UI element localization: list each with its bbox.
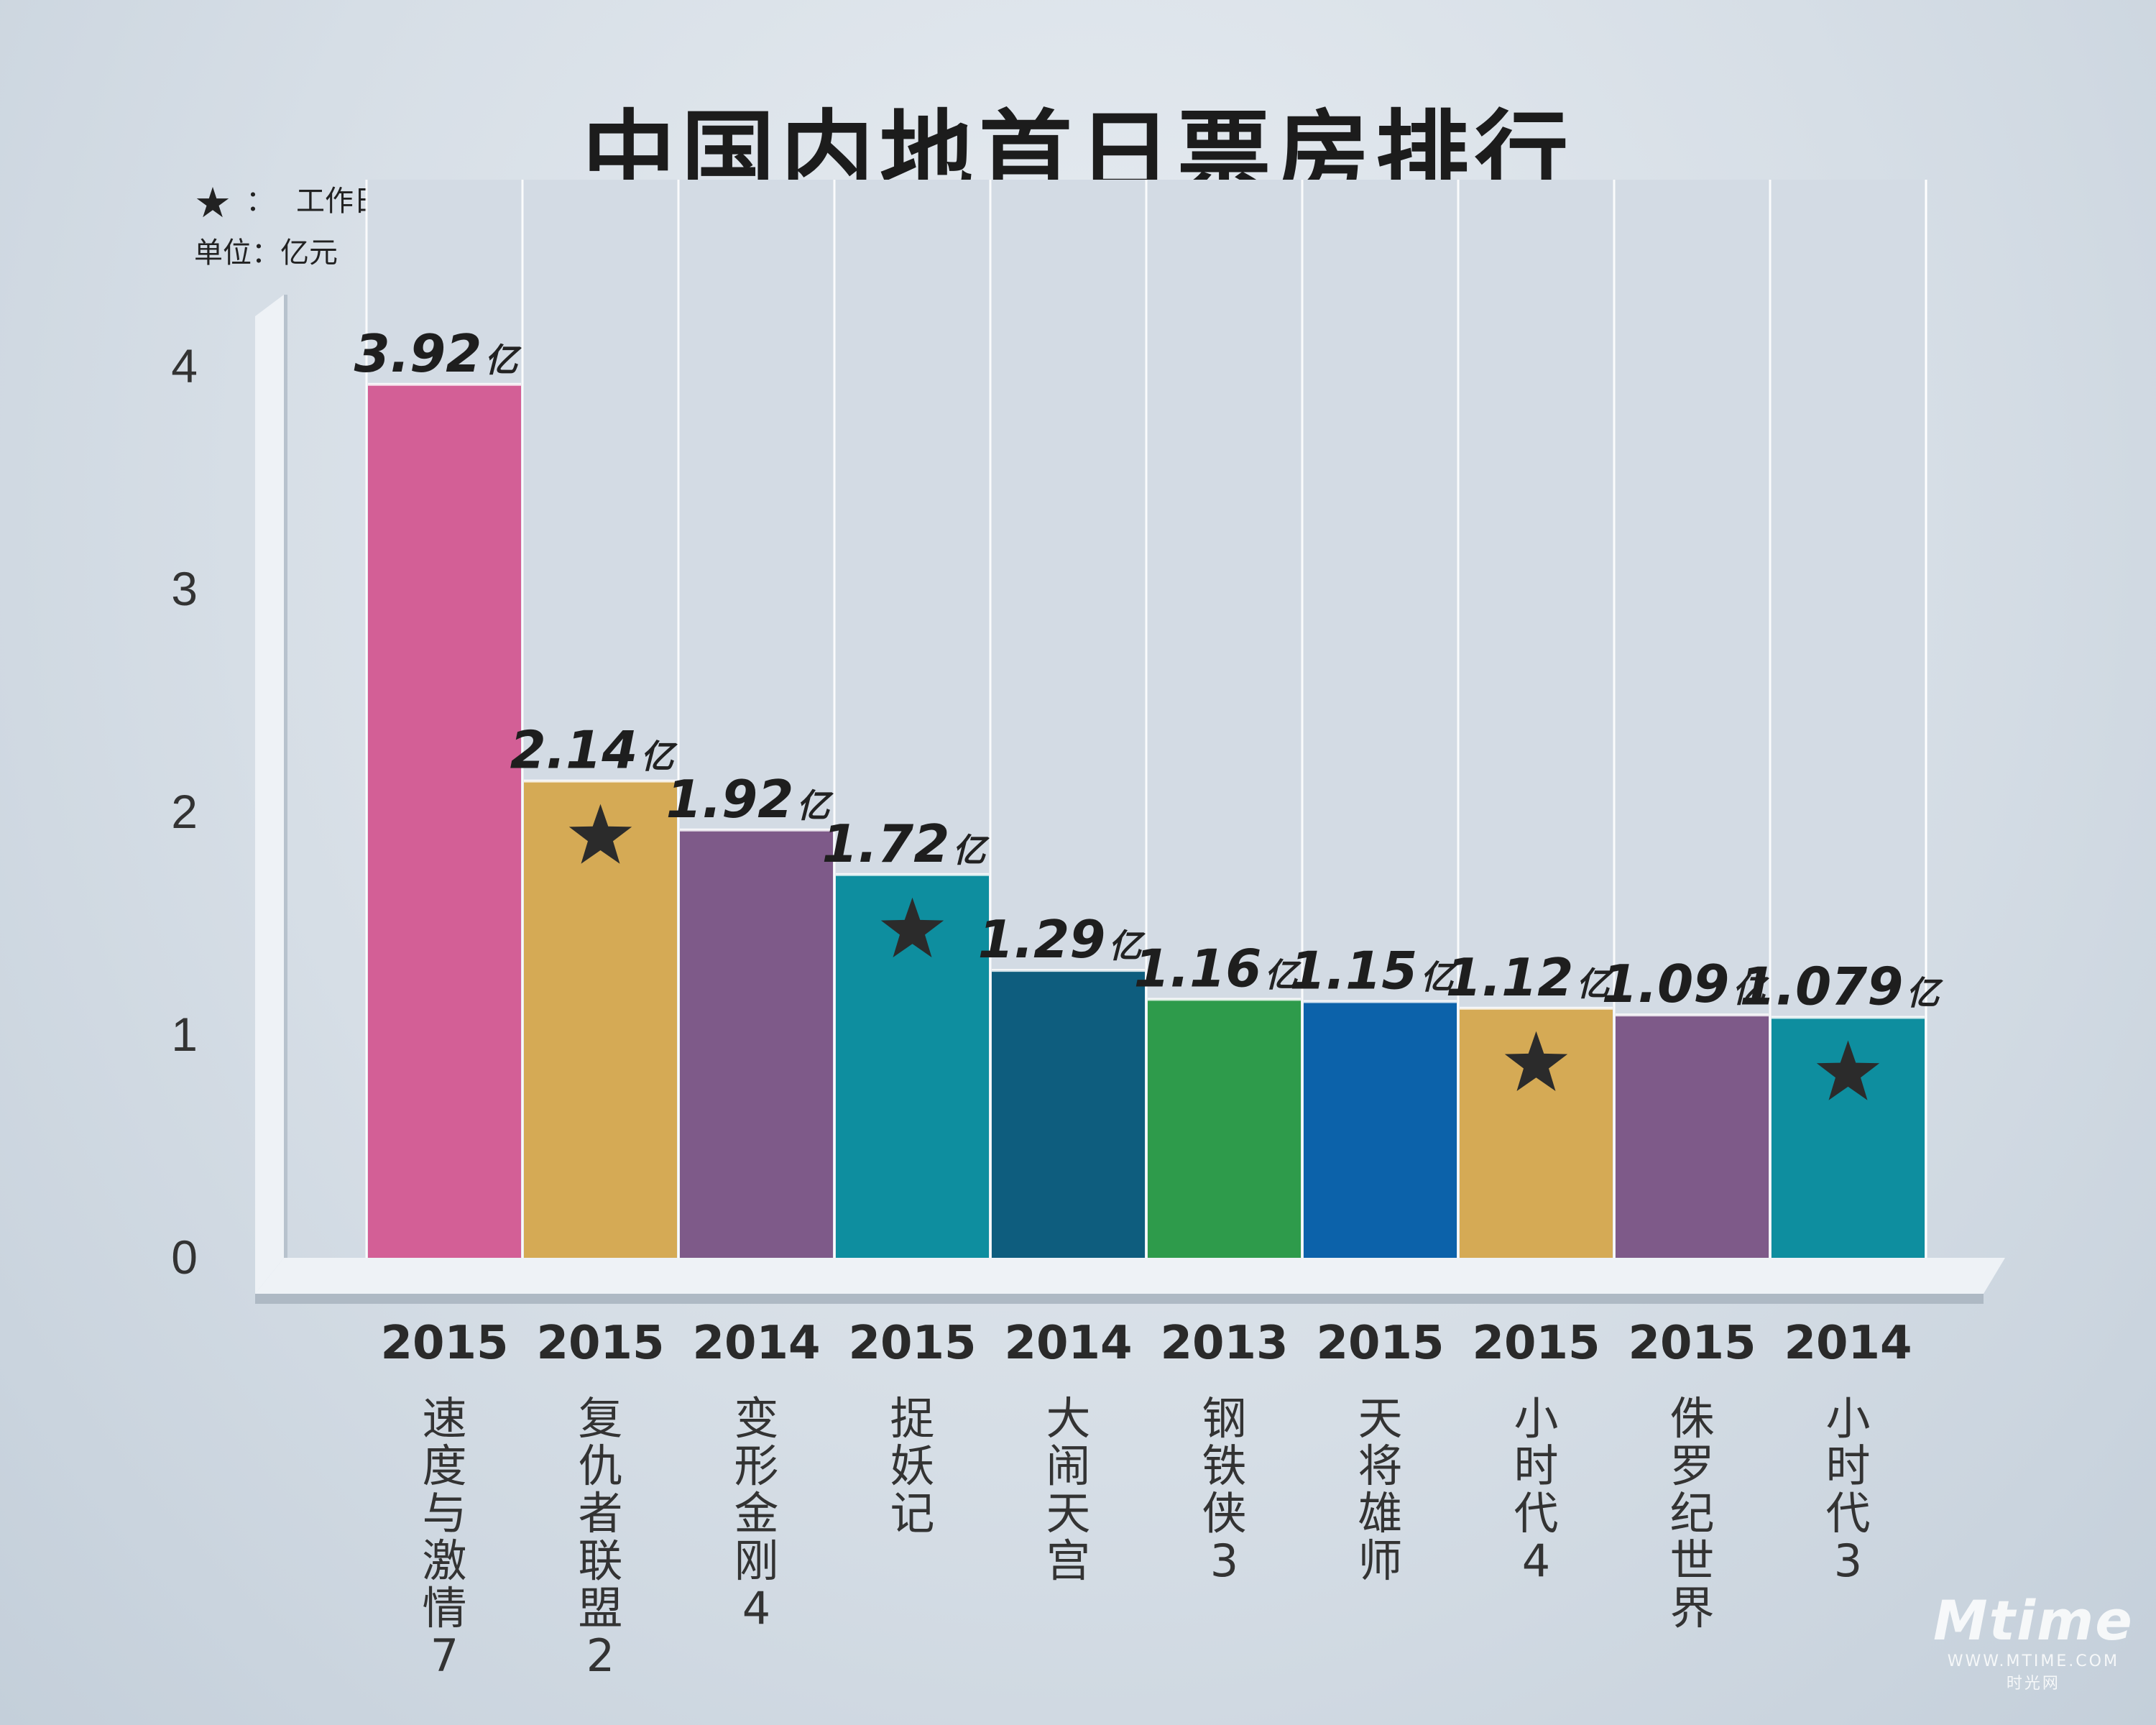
watermark-site: WWW.MTIME.COM <box>1947 1652 2119 1670</box>
axis-left-edge <box>284 295 287 1258</box>
data-label-unit: 亿 <box>1108 926 1146 965</box>
axis-floor <box>255 1258 2005 1294</box>
y-tick-label: 3 <box>171 562 198 615</box>
bar <box>1616 1015 1769 1258</box>
category-year: 2015 <box>1628 1317 1756 1370</box>
star-icon: ★ <box>194 178 231 227</box>
axis-floor-edge <box>255 1294 1984 1304</box>
y-tick-label: 0 <box>171 1230 198 1284</box>
category-year: 2015 <box>380 1317 508 1370</box>
bar <box>524 781 677 1258</box>
category-name: 侏罗纪世界 <box>1669 1392 1714 1634</box>
category-year: 2015 <box>1472 1317 1600 1370</box>
category-year: 2015 <box>848 1317 976 1370</box>
star-icon <box>1504 1031 1568 1091</box>
star-icon <box>1816 1040 1880 1100</box>
category-name: 速度与激情 7 <box>422 1392 466 1682</box>
bar <box>992 970 1145 1258</box>
bar <box>1148 999 1301 1258</box>
bar <box>680 829 833 1258</box>
legend-unit: 单位：亿元 <box>194 236 338 270</box>
data-label-unit: 亿 <box>1576 965 1613 1003</box>
category-year: 2014 <box>692 1317 820 1370</box>
category-year: 2014 <box>1784 1317 1912 1370</box>
category-name: 钢铁侠 3 <box>1202 1392 1246 1587</box>
axis-left-wall <box>255 295 284 1294</box>
category-year: 2014 <box>1004 1317 1132 1370</box>
bar <box>368 384 521 1258</box>
star-icon <box>568 804 632 864</box>
category-name: 复仇者联盟 2 <box>578 1392 622 1682</box>
y-tick-label: 4 <box>171 339 198 392</box>
category-year: 2015 <box>536 1317 664 1370</box>
category-name: 小时代 3 <box>1825 1392 1870 1587</box>
data-label-unit: 亿 <box>796 786 834 825</box>
y-tick-label: 1 <box>171 1008 198 1061</box>
data-label-unit: 亿 <box>1732 971 1769 1010</box>
category-name: 天将雄师 <box>1358 1392 1402 1587</box>
data-label-unit: 亿 <box>1264 955 1302 994</box>
star-icon <box>880 897 944 957</box>
watermark-tag: 时光网 <box>2006 1675 2060 1693</box>
watermark: Mtime WWW.MTIME.COM 时光网 <box>1933 1588 2134 1693</box>
data-label-unit: 亿 <box>1420 958 1457 997</box>
category-name: 小时代 4 <box>1514 1392 1558 1587</box>
category-name: 变形金刚 4 <box>734 1392 778 1634</box>
category-name: 大闹天宫 <box>1046 1392 1090 1587</box>
y-tick-label: 2 <box>171 785 198 838</box>
data-label-unit: 亿 <box>484 341 522 380</box>
watermark-brand: Mtime <box>1933 1588 2134 1652</box>
data-label-unit: 亿 <box>640 737 678 776</box>
data-label-unit: 亿 <box>952 831 990 870</box>
category-year: 2013 <box>1160 1317 1288 1370</box>
data-label: 1.12亿 <box>1446 947 1614 1008</box>
bar <box>1304 1001 1457 1258</box>
data-label-unit: 亿 <box>1906 974 1943 1013</box>
category-name: 捉妖记 <box>890 1392 934 1540</box>
category-year: 2015 <box>1316 1317 1444 1370</box>
